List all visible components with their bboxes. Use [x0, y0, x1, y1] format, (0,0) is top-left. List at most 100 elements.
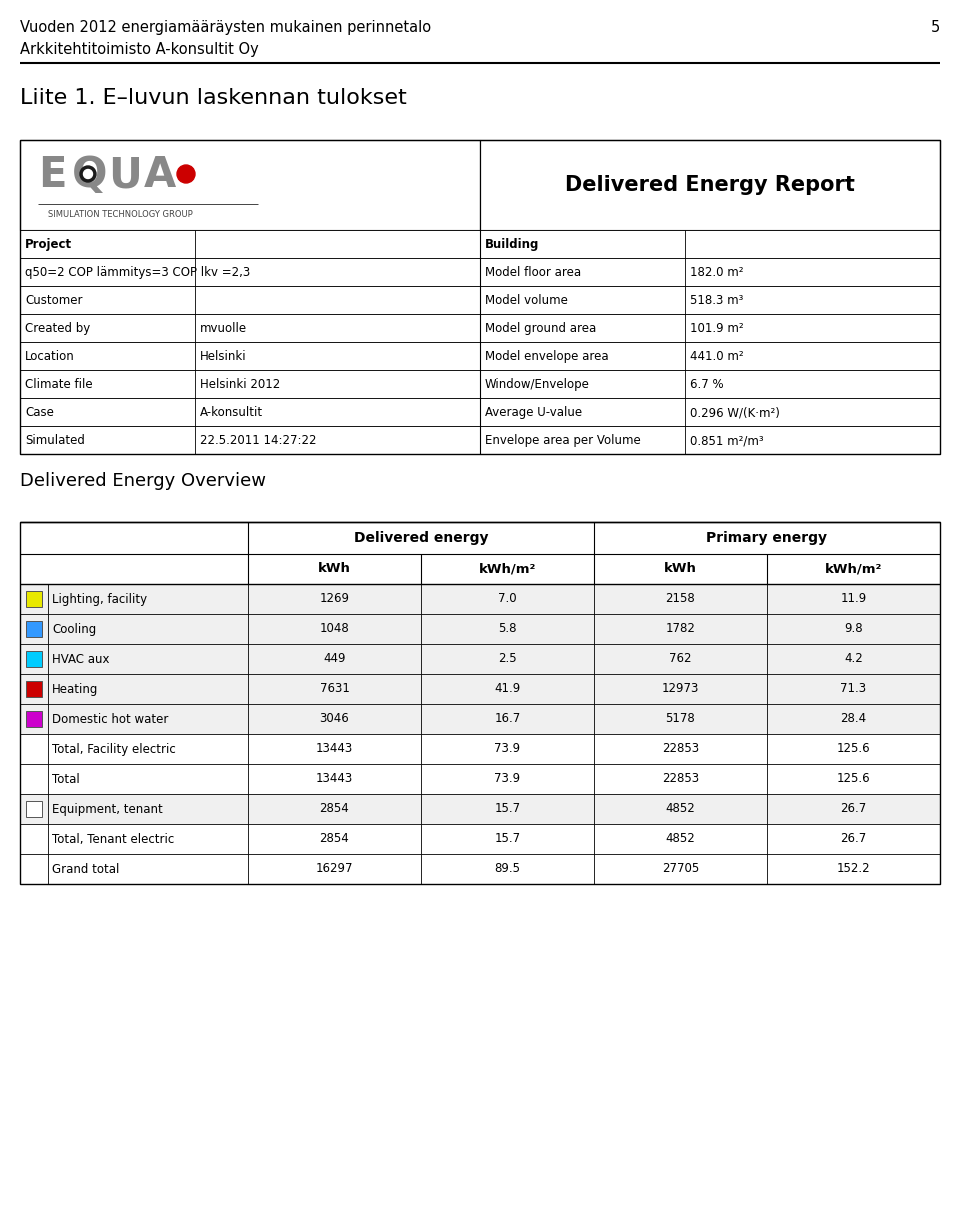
Bar	[20, 140, 480, 230]
Text: Project: Project	[25, 238, 72, 251]
Text: Climate file: Climate file	[25, 378, 92, 391]
Bar	[20, 704, 940, 734]
Text: kWh: kWh	[664, 562, 697, 575]
Text: Q: Q	[72, 154, 108, 196]
Text: A-konsultit: A-konsultit	[200, 406, 263, 420]
Bar	[20, 825, 940, 854]
Text: Primary energy: Primary energy	[707, 531, 828, 545]
Bar	[20, 230, 940, 258]
Text: 1782: 1782	[665, 623, 695, 636]
Bar	[20, 764, 940, 794]
Text: 2854: 2854	[320, 803, 349, 816]
Text: 26.7: 26.7	[840, 833, 867, 845]
Text: 16.7: 16.7	[494, 712, 520, 725]
Text: 41.9: 41.9	[494, 683, 520, 695]
Text: 101.9 m²: 101.9 m²	[690, 322, 744, 335]
Text: Cooling: Cooling	[52, 623, 96, 636]
Text: 125.6: 125.6	[837, 742, 871, 756]
Text: 441.0 m²: 441.0 m²	[690, 349, 744, 363]
Text: Helsinki 2012: Helsinki 2012	[200, 378, 280, 391]
Text: Delivered energy: Delivered energy	[353, 531, 489, 545]
Circle shape	[80, 166, 96, 183]
Text: Helsinki: Helsinki	[200, 349, 247, 363]
Text: 5178: 5178	[665, 712, 695, 725]
Bar	[20, 287, 940, 314]
Bar	[20, 140, 940, 455]
Text: 2.5: 2.5	[498, 653, 516, 665]
Text: 13443: 13443	[316, 773, 353, 786]
Text: 3046: 3046	[320, 712, 349, 725]
Text: kWh: kWh	[318, 562, 351, 575]
Text: 4.2: 4.2	[844, 653, 863, 665]
Text: 27705: 27705	[661, 862, 699, 875]
Text: 22.5.2011 14:27:22: 22.5.2011 14:27:22	[200, 434, 317, 447]
Text: Envelope area per Volume: Envelope area per Volume	[485, 434, 640, 447]
Text: 5: 5	[931, 21, 940, 35]
Bar	[26, 621, 42, 637]
Bar	[26, 802, 42, 817]
Text: Case: Case	[25, 406, 54, 420]
Text: mvuolle: mvuolle	[200, 322, 247, 335]
Text: 1269: 1269	[320, 592, 349, 606]
Bar	[20, 342, 940, 370]
Text: 4852: 4852	[665, 803, 695, 816]
Text: Total, Tenant electric: Total, Tenant electric	[52, 833, 175, 846]
Text: 125.6: 125.6	[837, 773, 871, 786]
Text: HVAC aux: HVAC aux	[52, 653, 109, 666]
Text: 0.296 W/(K·m²): 0.296 W/(K·m²)	[690, 406, 780, 420]
Text: 152.2: 152.2	[837, 862, 871, 875]
Bar	[20, 673, 940, 704]
Text: 7631: 7631	[320, 683, 349, 695]
Text: Arkkitehtitoimisto A-konsultit Oy: Arkkitehtitoimisto A-konsultit Oy	[20, 42, 259, 57]
Text: Model ground area: Model ground area	[485, 322, 596, 335]
Text: Building: Building	[485, 238, 540, 251]
Bar	[20, 522, 940, 884]
Text: 22853: 22853	[662, 773, 699, 786]
Bar	[20, 734, 940, 764]
Bar	[20, 522, 940, 554]
Text: Equipment, tenant: Equipment, tenant	[52, 803, 163, 816]
Text: 15.7: 15.7	[494, 803, 520, 816]
Text: 71.3: 71.3	[840, 683, 867, 695]
Text: Vuoden 2012 energiamääräysten mukainen perinnetalo: Vuoden 2012 energiamääräysten mukainen p…	[20, 21, 431, 35]
Bar	[26, 591, 42, 607]
Text: 15.7: 15.7	[494, 833, 520, 845]
Bar	[20, 314, 940, 342]
Text: 22853: 22853	[662, 742, 699, 756]
Text: Lighting, facility: Lighting, facility	[52, 592, 147, 606]
Text: 182.0 m²: 182.0 m²	[690, 266, 743, 279]
Text: 73.9: 73.9	[494, 773, 520, 786]
Text: Liite 1. E–luvun laskennan tulokset: Liite 1. E–luvun laskennan tulokset	[20, 88, 407, 108]
Text: U: U	[108, 154, 142, 196]
Bar	[20, 554, 940, 584]
Text: A: A	[144, 154, 177, 196]
Text: Heating: Heating	[52, 683, 98, 696]
Text: Average U-value: Average U-value	[485, 406, 582, 420]
Text: 2854: 2854	[320, 833, 349, 845]
Bar	[20, 258, 940, 287]
Text: Model floor area: Model floor area	[485, 266, 581, 279]
Text: SIMULATION TECHNOLOGY GROUP: SIMULATION TECHNOLOGY GROUP	[48, 210, 193, 219]
Bar	[20, 370, 940, 398]
Text: 4852: 4852	[665, 833, 695, 845]
Bar	[20, 614, 940, 644]
Text: Grand total: Grand total	[52, 863, 119, 877]
Text: q50=2 COP lämmitys=3 COP lkv =2,3: q50=2 COP lämmitys=3 COP lkv =2,3	[25, 266, 251, 279]
Text: Delivered Energy Report: Delivered Energy Report	[565, 175, 855, 195]
Text: kWh/m²: kWh/m²	[825, 562, 882, 575]
Text: Delivered Energy Overview: Delivered Energy Overview	[20, 472, 266, 490]
Text: Total: Total	[52, 773, 80, 786]
Text: E: E	[38, 154, 66, 196]
Text: 13443: 13443	[316, 742, 353, 756]
Text: 28.4: 28.4	[840, 712, 867, 725]
Text: 7.0: 7.0	[498, 592, 516, 606]
Bar	[20, 644, 940, 673]
Text: 16297: 16297	[316, 862, 353, 875]
Text: Model envelope area: Model envelope area	[485, 349, 609, 363]
Bar	[20, 584, 940, 614]
Text: 89.5: 89.5	[494, 862, 520, 875]
Text: 11.9: 11.9	[840, 592, 867, 606]
Text: Customer: Customer	[25, 294, 83, 307]
Bar	[20, 426, 940, 455]
Bar	[480, 140, 940, 230]
